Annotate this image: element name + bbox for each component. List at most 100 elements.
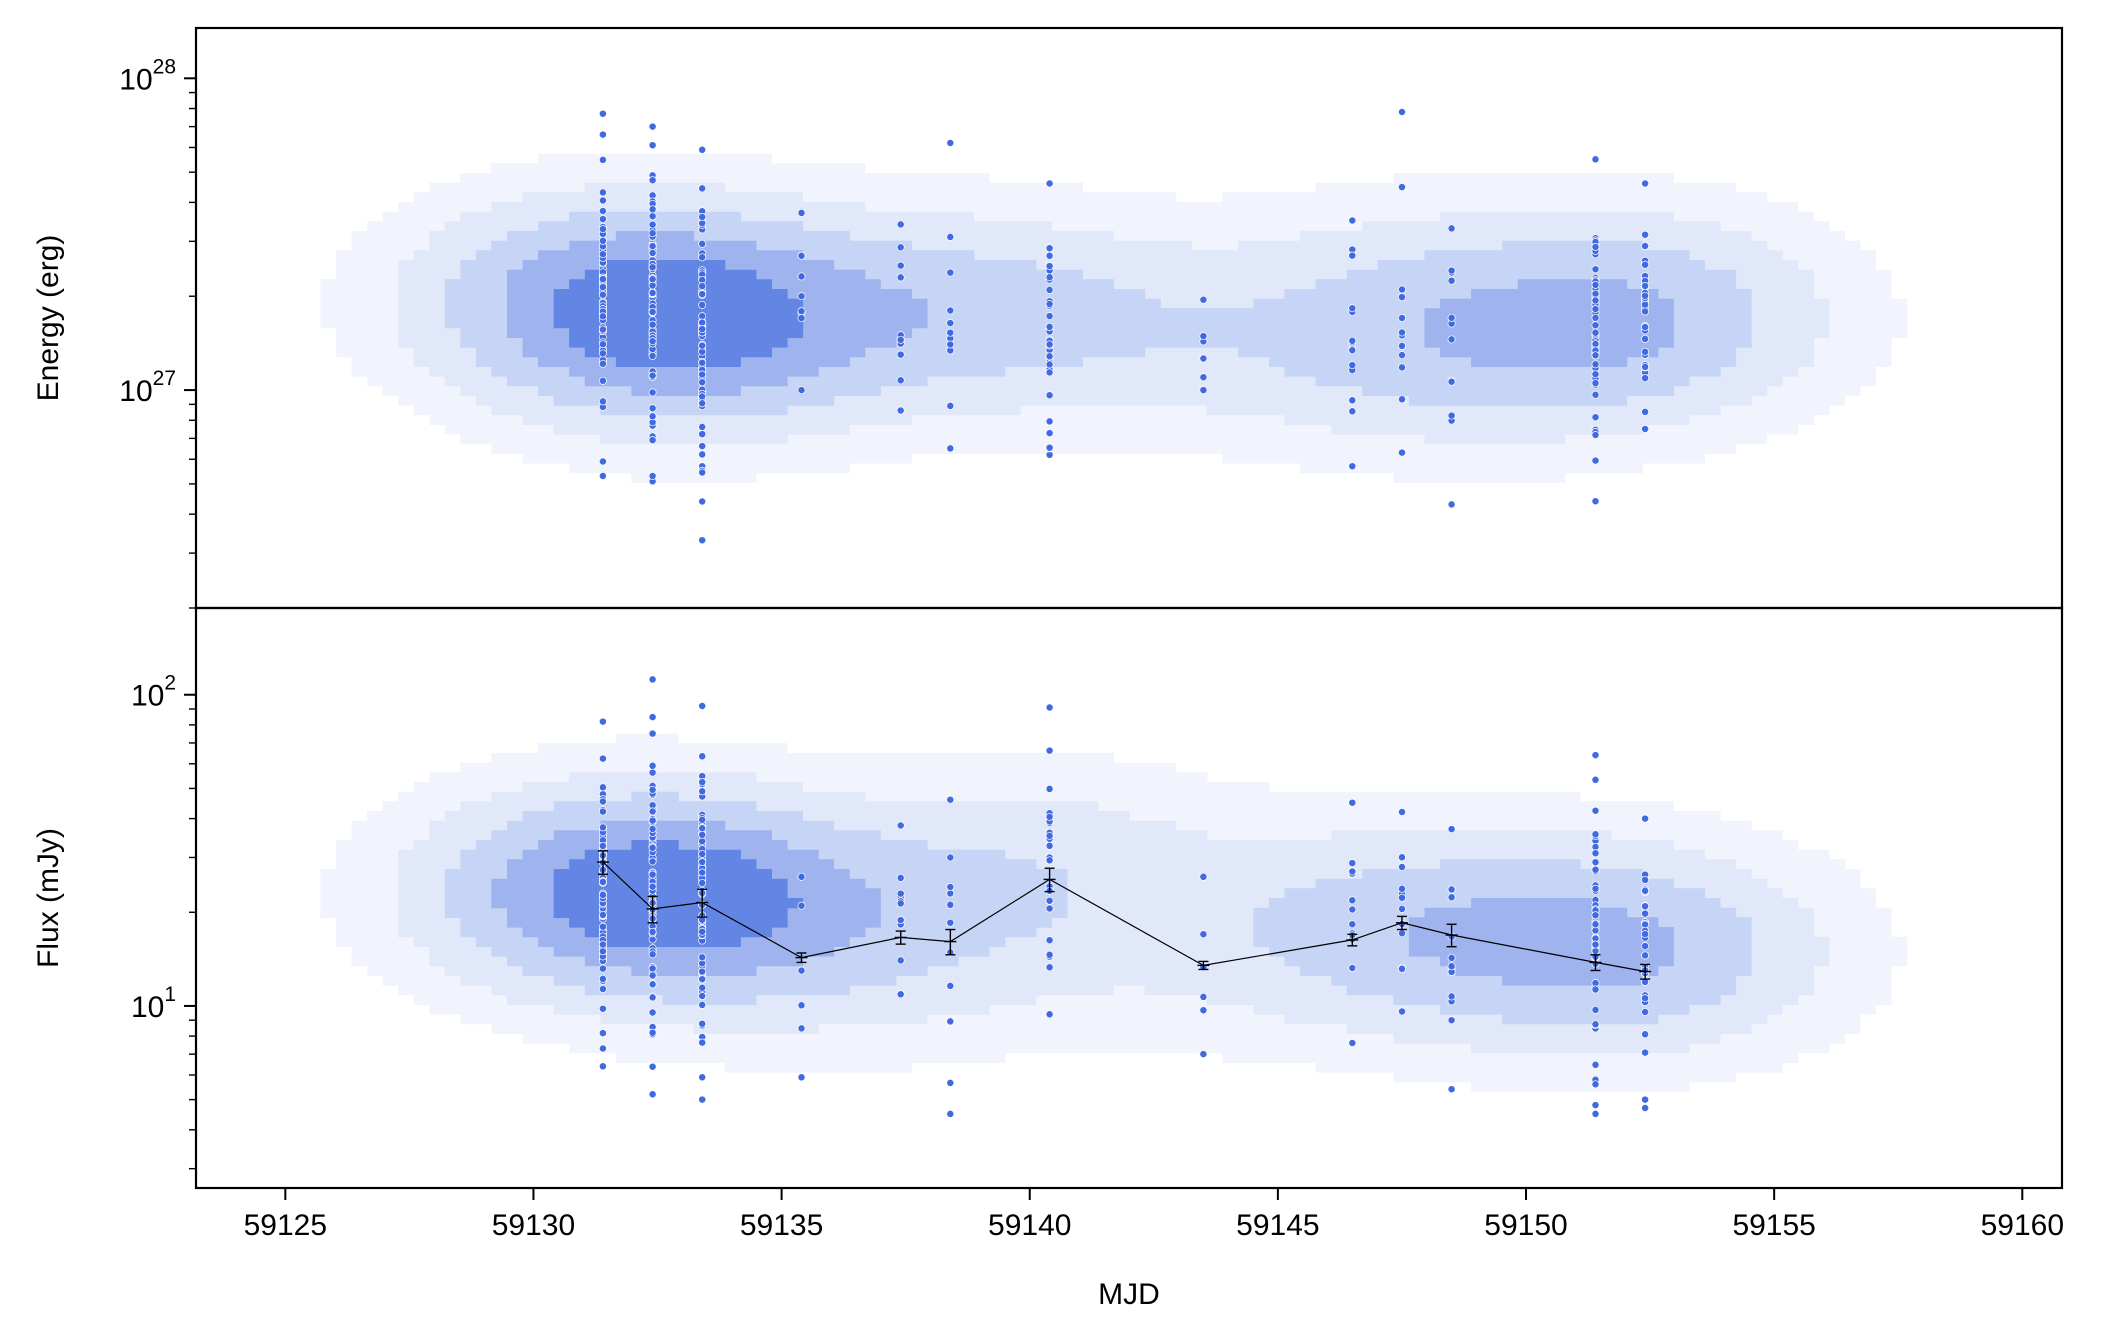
scatter-point (1641, 242, 1650, 250)
scatter-point (648, 122, 657, 131)
scatter-point (648, 351, 657, 360)
scatter-point (598, 823, 607, 832)
scatter-point (1591, 265, 1600, 274)
scatter-point (648, 807, 657, 816)
scatter-point (698, 430, 707, 439)
scatter-point (648, 242, 657, 251)
scatter-point (1045, 784, 1054, 793)
scatter-point (598, 1044, 607, 1053)
scatter-point (698, 422, 707, 431)
scatter-point (648, 249, 657, 257)
scatter-point (1199, 386, 1208, 395)
scatter-point (1398, 929, 1406, 938)
scatter-point (1591, 911, 1600, 920)
scatter-point (1199, 872, 1208, 881)
scatter-point (1045, 417, 1054, 426)
scatter-point (1398, 448, 1406, 457)
energy-panel: 1027 1028 Energy (erg) (32, 55, 1908, 609)
scatter-point (1398, 341, 1406, 350)
scatter-point (698, 927, 707, 936)
scatter-point (598, 155, 607, 164)
scatter-point (1348, 407, 1357, 416)
scatter-point (1045, 896, 1054, 905)
scatter-point (896, 873, 905, 882)
scatter-point (698, 184, 707, 193)
scatter-point (797, 251, 806, 260)
scatter-point (1641, 1104, 1650, 1112)
scatter-point (1591, 830, 1600, 839)
x-tick-label: 59155 (1732, 1209, 1815, 1242)
scatter-point (1045, 1010, 1054, 1019)
scatter-point (698, 778, 707, 787)
scatter-point (1045, 936, 1054, 945)
scatter-point (1447, 893, 1456, 902)
scatter-point (797, 901, 806, 910)
scatter-point (698, 787, 707, 796)
scatter-point (1591, 884, 1600, 893)
scatter-point (598, 783, 607, 792)
scatter-point (896, 899, 905, 908)
x-tick-label: 59140 (988, 1209, 1071, 1242)
scatter-point (1591, 379, 1600, 388)
scatter-point (1591, 360, 1600, 369)
x-tick-label: 59130 (492, 1209, 575, 1242)
scatter-point (698, 497, 707, 506)
scatter-point (648, 472, 657, 480)
scatter-point (648, 263, 657, 272)
scatter-point (598, 974, 607, 983)
scatter-point (946, 306, 955, 315)
scatter-point (1045, 179, 1054, 188)
error-bar (646, 895, 659, 924)
scatter-point (698, 1073, 707, 1082)
flux-density-contours (320, 733, 1908, 1092)
scatter-point (797, 386, 806, 395)
scatter-point (1641, 300, 1650, 309)
scatter-point (698, 290, 707, 299)
scatter-point (946, 853, 955, 862)
scatter-point (1447, 953, 1456, 962)
x-tick-label: 59135 (740, 1209, 823, 1242)
scatter-point (1591, 1101, 1600, 1110)
x-tick-label: 59150 (1484, 1209, 1567, 1242)
scatter-point (598, 290, 607, 299)
scatter-point (1591, 751, 1600, 760)
scatter-point (1045, 273, 1054, 282)
scatter-point (698, 341, 707, 350)
scatter-point (698, 300, 707, 309)
scatter-point (598, 250, 607, 259)
scatter-point (946, 401, 955, 410)
scatter-point (896, 376, 905, 385)
scatter-point (1045, 368, 1054, 377)
scatter-point (1641, 230, 1650, 239)
scatter-point (648, 141, 657, 150)
x-tick-label: 59125 (244, 1209, 327, 1242)
scatter-point (1641, 281, 1650, 290)
scatter-point (698, 450, 707, 459)
scatter-point (1045, 904, 1054, 913)
scatter-point (1641, 260, 1650, 269)
scatter-point (1348, 361, 1357, 370)
scatter-point (648, 729, 657, 738)
scatter-point (698, 536, 707, 545)
scatter-point (1591, 351, 1600, 360)
scatter-point (698, 318, 707, 327)
scatter-point (946, 444, 955, 453)
error-bar (1346, 933, 1359, 947)
scatter-point (1045, 841, 1054, 850)
scatter-point (896, 273, 905, 282)
scatter-point (598, 940, 607, 949)
scatter-point (598, 754, 607, 763)
scatter-point (648, 675, 657, 684)
scatter-point (698, 1095, 707, 1104)
scatter-point (1348, 304, 1357, 313)
scatter-point (598, 1062, 607, 1071)
scatter-point (1591, 431, 1600, 439)
scatter-point (598, 397, 607, 406)
scatter-point (1398, 363, 1406, 372)
scatter-point (1045, 831, 1054, 840)
scatter-point (598, 109, 607, 118)
scatter-point (1348, 346, 1357, 355)
scatter-point (1348, 1039, 1357, 1047)
scatter-point (1447, 313, 1456, 322)
scatter-point (946, 1109, 955, 1118)
